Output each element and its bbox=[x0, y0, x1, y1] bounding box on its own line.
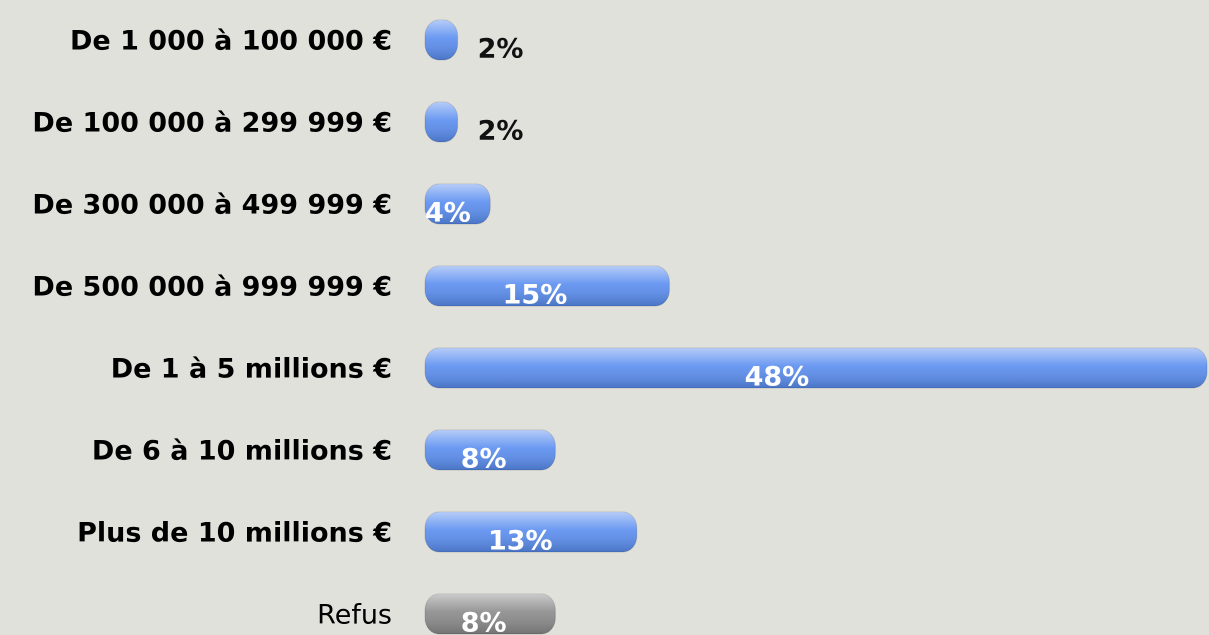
bar-shine bbox=[425, 266, 670, 306]
bar-shine bbox=[425, 184, 491, 224]
value-label: 13% bbox=[488, 526, 553, 557]
bar-shine bbox=[425, 594, 556, 634]
value-label: 8% bbox=[461, 608, 507, 635]
category-label: De 500 000 à 999 999 € bbox=[32, 272, 392, 303]
category-label: Refus bbox=[317, 600, 392, 631]
value-label: 2% bbox=[478, 34, 524, 65]
value-label: 48% bbox=[745, 362, 810, 393]
bar-shine bbox=[425, 348, 1207, 388]
value-label: 8% bbox=[461, 444, 507, 475]
bar-shine bbox=[425, 512, 637, 552]
category-label: De 1 000 à 100 000 € bbox=[70, 26, 392, 57]
value-label: 2% bbox=[478, 116, 524, 147]
bar-shine bbox=[425, 430, 556, 470]
category-label: De 300 000 à 499 999 € bbox=[32, 190, 392, 221]
bar-shine bbox=[425, 102, 458, 142]
category-label: De 6 à 10 millions € bbox=[92, 436, 392, 467]
bar-shine bbox=[425, 20, 458, 60]
value-label: 15% bbox=[503, 280, 568, 311]
category-label: De 100 000 à 299 999 € bbox=[32, 108, 392, 139]
category-label: De 1 à 5 millions € bbox=[111, 354, 392, 385]
category-label: Plus de 10 millions € bbox=[77, 518, 392, 549]
value-label: 4% bbox=[425, 198, 471, 229]
